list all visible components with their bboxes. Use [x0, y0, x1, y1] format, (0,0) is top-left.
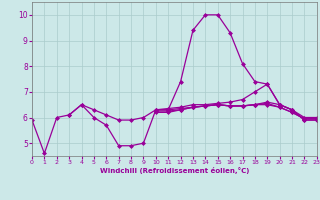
- X-axis label: Windchill (Refroidissement éolien,°C): Windchill (Refroidissement éolien,°C): [100, 167, 249, 174]
